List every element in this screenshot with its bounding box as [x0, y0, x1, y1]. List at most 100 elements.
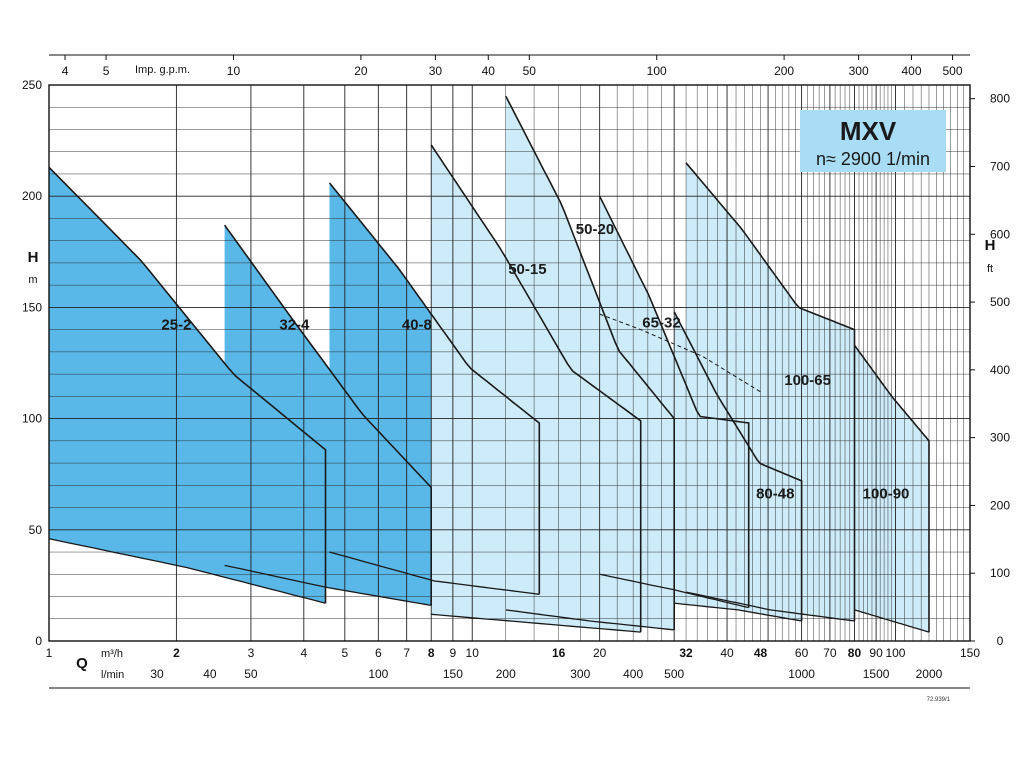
y-left-tick: 150: [22, 300, 42, 314]
x-top-tick: 400: [901, 64, 921, 78]
x-m3h-tick: 5: [341, 646, 348, 660]
x-lmin-tick: 500: [664, 667, 684, 681]
curve-min-65-32: [599, 573, 749, 609]
curve-label-32-4: 32-4: [279, 317, 310, 334]
x-m3h-tick: 7: [403, 646, 410, 660]
y-left-label: H: [28, 249, 39, 266]
x-lmin-tick: 40: [203, 667, 217, 681]
curve-label-50-15: 50-15: [508, 261, 546, 278]
x-top-tick: 300: [849, 64, 869, 78]
curve-label-50-20: 50-20: [576, 221, 614, 238]
x-m3h-tick: 60: [795, 646, 809, 660]
area-100-65: [686, 162, 855, 622]
y-left-unit: m: [28, 274, 37, 286]
x-lmin-tick: 1000: [788, 667, 815, 681]
x-top-tick: 10: [227, 64, 241, 78]
y-right-tick: 700: [990, 159, 1010, 173]
x-lmin-tick: 100: [368, 667, 388, 681]
y-left-tick: 100: [22, 412, 42, 426]
x-m3h-tick: 32: [679, 646, 693, 660]
curve-max-32-4: [223, 224, 432, 606]
y-right-tick: 100: [990, 566, 1010, 580]
y-right-label: H: [985, 237, 996, 254]
x-axis-label: Q: [76, 655, 88, 672]
x-m3h-tick: 20: [593, 646, 607, 660]
x-top-unit: Imp. g.p.m.: [135, 64, 190, 76]
x-m3h-tick: 150: [960, 646, 980, 660]
x-lmin-tick: 30: [150, 667, 164, 681]
y-right-tick: 400: [990, 363, 1010, 377]
y-right-tick: 800: [990, 92, 1010, 106]
x-lmin-tick: 150: [443, 667, 463, 681]
curve-strokes: 25-2 32-4 40-8 50-15 50-20 65-32 80-48 100-65 10…: [48, 95, 930, 633]
y-left-tick: 50: [29, 523, 43, 537]
x-m3h-tick: 48: [754, 646, 768, 660]
x-m3h-tick: 10: [466, 646, 480, 660]
curve-min-40-8: [329, 551, 540, 595]
x-top-tick: 5: [103, 64, 110, 78]
curve-max-80-48: [673, 311, 803, 621]
y-right-tick: 300: [990, 431, 1010, 445]
x-lmin-tick: 200: [496, 667, 516, 681]
y-right-tick: 500: [990, 295, 1010, 309]
curve-label-65-32: 65-32: [642, 314, 680, 331]
x-top-tick: 4: [62, 64, 69, 78]
x-m3h-tick: 70: [823, 646, 837, 660]
dashed-curve: [599, 313, 761, 393]
x-m3h-tick: 3: [248, 646, 255, 660]
x-top-tick: 100: [647, 64, 667, 78]
x-m3h-tick: 2: [173, 646, 180, 660]
curve-min-50-20: [505, 609, 675, 631]
curve-min-100-90: [854, 609, 930, 633]
curve-label-100-65: 100-65: [784, 372, 831, 389]
y-right-tick: 600: [990, 227, 1010, 241]
x-m3h-tick: 1: [46, 646, 53, 660]
x-top-tick: 40: [482, 64, 496, 78]
x-m3h-tick: 8: [428, 646, 435, 660]
curve-max-100-90: [853, 344, 930, 633]
curve-max-50-20: [504, 95, 675, 630]
y-right-unit: ft: [987, 263, 993, 275]
x-lmin-tick: 2000: [916, 667, 943, 681]
x-top-tick: 50: [523, 64, 537, 78]
curve-max-100-65: [685, 162, 856, 621]
x-m3h-tick: 100: [885, 646, 905, 660]
x-top-tick: 30: [429, 64, 443, 78]
y-right-tick: 0: [997, 634, 1004, 648]
curve-min-32-4: [224, 564, 432, 607]
y-right-tick: 200: [990, 498, 1010, 512]
x-unit-lmin: l/min: [101, 669, 124, 681]
plot-frame: [48, 84, 971, 642]
x-m3h-tick: 40: [720, 646, 734, 660]
x-lmin-tick: 1500: [863, 667, 890, 681]
x-m3h-tick: 4: [300, 646, 307, 660]
x-top-tick: 500: [943, 64, 963, 78]
curve-min-50-15: [431, 613, 641, 633]
curve-label-40-8: 40-8: [402, 317, 432, 334]
curve-max-65-32: [598, 195, 750, 608]
x-lmin-tick: 300: [570, 667, 590, 681]
frame: [48, 54, 971, 689]
x-top-tick: 200: [774, 64, 794, 78]
x-m3h-tick: 16: [552, 646, 566, 660]
curve-min-100-65: [685, 591, 855, 622]
curve-label-25-2: 25-2: [161, 317, 191, 334]
curve-max-25-2: [48, 166, 327, 604]
chart-title: MXV: [840, 116, 897, 146]
curve-label-100-90: 100-90: [863, 486, 910, 503]
x-lmin-tick: 50: [244, 667, 258, 681]
x-m3h-tick: 80: [848, 646, 862, 660]
drawing-code: 72.939/1: [927, 697, 951, 703]
x-m3h-tick: 9: [450, 646, 457, 660]
chart-subtitle: n≈ 2900 1/min: [816, 149, 930, 169]
x-unit-m3h: m³/h: [101, 648, 123, 660]
curve-max-40-8: [328, 182, 541, 595]
curve-label-80-48: 80-48: [756, 486, 794, 503]
x-m3h-tick: 6: [375, 646, 382, 660]
curve-max-50-15: [430, 144, 642, 633]
x-m3h-tick: 90: [869, 646, 883, 660]
curve-min-80-48: [674, 602, 802, 622]
y-left-tick: 250: [22, 78, 42, 92]
y-left-tick: 200: [22, 189, 42, 203]
